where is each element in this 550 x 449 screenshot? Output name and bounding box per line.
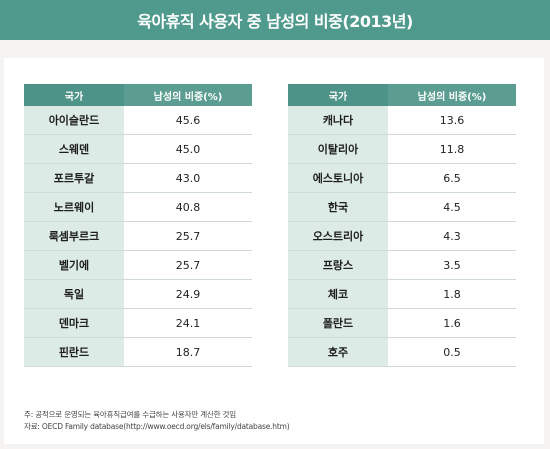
country-cell: 포르투갈 [24,163,124,193]
country-cell: 에스토니아 [288,163,388,193]
title-bar: 육아휴직 사용자 중 남성의 비중(2013년) [0,0,550,40]
table-card: 국가 남성의 비중(%) 아이슬란드 45.6 스웨덴 45.0 포르투갈 43.0 … [4,58,544,444]
country-cell: 오스트리아 [288,221,388,251]
header-country: 국가 [24,84,124,106]
table-row: 에스토니아 6.5 [288,163,516,193]
table-header-row: 국가 남성의 비중(%) [288,84,516,106]
table-row: 호주 0.5 [288,337,516,367]
country-cell: 프랑스 [288,250,388,280]
table-row: 한국 4.5 [288,192,516,222]
value-cell: 18.7 [124,337,252,367]
table-row: 스웨덴 45.0 [24,134,252,164]
value-cell: 40.8 [124,192,252,222]
value-cell: 43.0 [124,163,252,193]
table-left: 국가 남성의 비중(%) 아이슬란드 45.6 스웨덴 45.0 포르투갈 43.0 … [24,84,252,367]
header-country: 국가 [288,84,388,106]
value-cell: 25.7 [124,221,252,251]
table-row: 폴란드 1.6 [288,308,516,338]
value-cell: 0.5 [388,337,516,367]
country-cell: 핀란드 [24,337,124,367]
table-right: 국가 남성의 비중(%) 캐나다 13.6 이탈리아 11.8 에스토니아 6.5 한… [288,84,516,367]
value-cell: 1.6 [388,308,516,338]
header-share: 남성의 비중(%) [124,84,252,106]
value-cell: 4.5 [388,192,516,222]
table-row: 룩셈부르크 25.7 [24,221,252,251]
country-cell: 룩셈부르크 [24,221,124,251]
value-cell: 3.5 [388,250,516,280]
value-cell: 24.9 [124,279,252,309]
footnotes: 주: 공적으로 운영되는 육아휴직급여를 수급하는 사용자만 계산한 것임 자료… [24,409,290,433]
country-cell: 한국 [288,192,388,222]
country-cell: 아이슬란드 [24,106,124,135]
value-cell: 4.3 [388,221,516,251]
table-row: 이탈리아 11.8 [288,134,516,164]
table-header-row: 국가 남성의 비중(%) [24,84,252,106]
page-title: 육아휴직 사용자 중 남성의 비중(2013년) [137,12,413,31]
table-row: 프랑스 3.5 [288,250,516,280]
value-cell: 45.0 [124,134,252,164]
table-row: 노르웨이 40.8 [24,192,252,222]
table-row: 캐나다 13.6 [288,106,516,135]
note-text: 주: 공적으로 운영되는 육아휴직급여를 수급하는 사용자만 계산한 것임 [24,410,236,419]
table-row: 체코 1.8 [288,279,516,309]
country-cell: 스웨덴 [24,134,124,164]
table-row: 벨기에 25.7 [24,250,252,280]
country-cell: 독일 [24,279,124,309]
country-cell: 폴란드 [288,308,388,338]
country-cell: 노르웨이 [24,192,124,222]
header-share: 남성의 비중(%) [388,84,516,106]
country-cell: 체코 [288,279,388,309]
value-cell: 45.6 [124,106,252,135]
table-row: 핀란드 18.7 [24,337,252,367]
table-row: 덴마크 24.1 [24,308,252,338]
country-cell: 캐나다 [288,106,388,135]
table-row: 아이슬란드 45.6 [24,106,252,135]
value-cell: 24.1 [124,308,252,338]
country-cell: 이탈리아 [288,134,388,164]
table-row: 포르투갈 43.0 [24,163,252,193]
country-cell: 호주 [288,337,388,367]
country-cell: 벨기에 [24,250,124,280]
source-text: 자료: OECD Family database(http://www.oecd… [24,422,290,431]
table-row: 오스트리아 4.3 [288,221,516,251]
value-cell: 1.8 [388,279,516,309]
value-cell: 6.5 [388,163,516,193]
value-cell: 11.8 [388,134,516,164]
value-cell: 13.6 [388,106,516,135]
country-cell: 덴마크 [24,308,124,338]
value-cell: 25.7 [124,250,252,280]
table-row: 독일 24.9 [24,279,252,309]
